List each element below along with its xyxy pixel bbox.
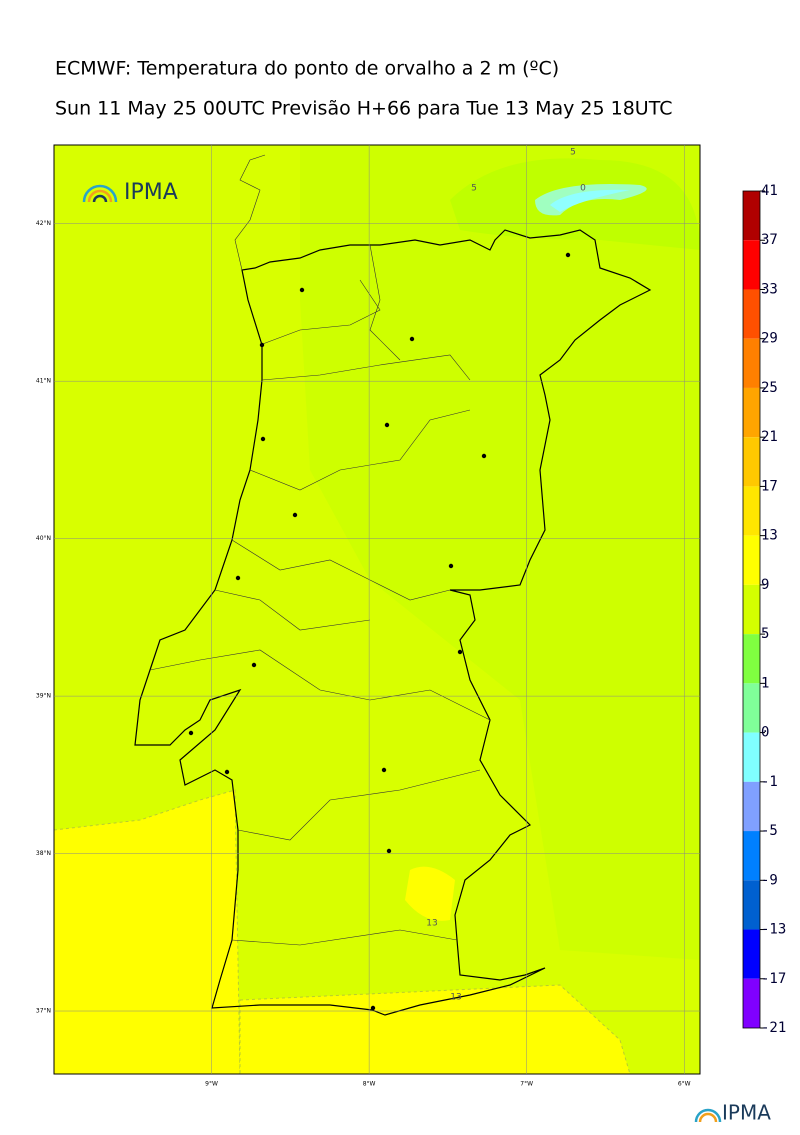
lon-label: 8°W bbox=[363, 1081, 376, 1088]
colorbar-segment bbox=[743, 338, 760, 388]
colorbar-frame bbox=[742, 190, 761, 1029]
colorbar-label: 41 bbox=[761, 183, 778, 199]
colorbar-label: 33 bbox=[761, 281, 778, 297]
lat-label: 39°N bbox=[36, 693, 51, 700]
colorbar-label: -17 bbox=[761, 971, 786, 987]
colorbar-segment bbox=[743, 683, 760, 733]
colorbar-label: 5 bbox=[761, 626, 769, 642]
colorbar-segment bbox=[743, 732, 760, 782]
colorbar-label: 29 bbox=[761, 331, 778, 347]
colorbar-label: -13 bbox=[761, 922, 786, 938]
lat-label: 38°N bbox=[36, 850, 51, 857]
contour-label: 0 bbox=[580, 184, 586, 194]
colorbar-segment bbox=[743, 634, 760, 684]
contour-label: 13 bbox=[450, 993, 461, 1003]
colorbar-label: 21 bbox=[761, 429, 778, 445]
lat-label: 41°N bbox=[36, 378, 51, 385]
lon-label: 9°W bbox=[205, 1081, 218, 1088]
colorbar-label: 9 bbox=[761, 577, 769, 593]
map-frame bbox=[53, 144, 701, 1075]
colorbar-segment bbox=[743, 781, 760, 832]
colorbar-label: 37 bbox=[761, 232, 778, 248]
logo-icon bbox=[82, 184, 722, 1123]
colorbar-segment bbox=[743, 535, 760, 585]
logo-text: IPMA bbox=[722, 1101, 771, 1125]
colorbar-label: 1 bbox=[761, 675, 769, 691]
colorbar-segment bbox=[743, 191, 760, 241]
contour-label: 13 bbox=[426, 919, 437, 929]
logo-text: IPMA bbox=[124, 180, 178, 205]
colorbar-label: 0 bbox=[761, 725, 769, 741]
lon-label: 7°W bbox=[520, 1081, 533, 1088]
map-field bbox=[54, 145, 700, 1074]
colorbar-label: -1 bbox=[761, 774, 778, 790]
colorbar-segment bbox=[743, 831, 760, 881]
colorbar-segment bbox=[743, 978, 760, 1028]
city-dots bbox=[188, 252, 571, 1011]
colorbar-label: 17 bbox=[761, 478, 778, 494]
lat-label: 37°N bbox=[36, 1008, 51, 1015]
contour-label: 5 bbox=[471, 184, 477, 194]
lat-label: 40°N bbox=[36, 535, 51, 542]
colorbar-segment bbox=[743, 880, 760, 930]
colorbar-label: -21 bbox=[761, 1020, 786, 1036]
lon-label: 6°W bbox=[678, 1081, 691, 1088]
colorbar-segment bbox=[743, 289, 760, 339]
colorbar-label: -9 bbox=[761, 872, 778, 888]
colorbar-segment bbox=[743, 240, 760, 290]
title: ECMWF: Temperatura do ponto de orvalho a… bbox=[55, 58, 559, 80]
colorbar-segment bbox=[743, 929, 760, 979]
colorbar-label: 25 bbox=[761, 380, 778, 396]
colorbar-segment bbox=[743, 486, 760, 536]
subtitle: Sun 11 May 25 00UTC Previsão H+66 para T… bbox=[55, 98, 672, 120]
colorbar-segment bbox=[743, 387, 760, 438]
colorbar-label: 13 bbox=[761, 528, 778, 544]
colorbar-segment bbox=[743, 437, 760, 487]
colorbar-label: -5 bbox=[761, 823, 778, 839]
lat-label: 42°N bbox=[36, 220, 51, 227]
contour-label: 5 bbox=[570, 148, 576, 158]
colorbar-segment bbox=[743, 584, 760, 635]
